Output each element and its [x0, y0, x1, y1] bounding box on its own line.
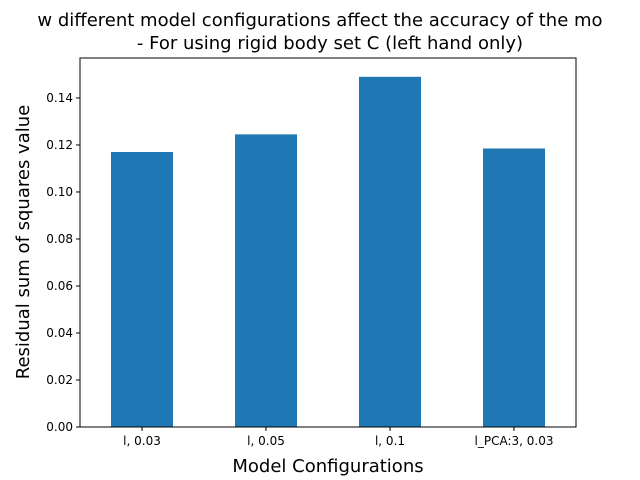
x-tick-label: l, 0.03: [123, 434, 161, 448]
bars-group: [111, 76, 545, 428]
x-tick-label: l, 0.1: [375, 434, 405, 448]
y-tick-label: 0.12: [46, 138, 73, 152]
y-tick-label: 0.14: [46, 91, 73, 105]
chart-title-line-2: - For using rigid body set C (left hand …: [137, 33, 523, 54]
bar-3: [483, 148, 545, 428]
y-tick-label: 0.04: [46, 326, 73, 340]
x-tick-label: l_PCA:3, 0.03: [475, 434, 554, 448]
y-axis-label: Residual sum of squares value: [13, 105, 34, 379]
chart-title-line-1: w different model configurations affect …: [37, 10, 602, 31]
bar-1: [235, 134, 297, 427]
x-tick-label: l, 0.05: [247, 434, 285, 448]
y-tick-label: 0.08: [46, 232, 73, 246]
bar-2: [359, 76, 421, 427]
x-axis-ticks: l, 0.03 l, 0.05 l, 0.1 l_PCA:3, 0.03: [123, 427, 553, 448]
plot-frame: [79, 57, 577, 428]
y-tick-label: 0.10: [46, 185, 73, 199]
y-tick-label: 0.02: [46, 373, 73, 387]
x-axis-label: Model Configurations: [232, 456, 423, 477]
y-axis-ticks: 0.00 0.02 0.04 0.06 0.08 0.10 0.12 0.14: [46, 91, 80, 434]
bar-0: [111, 152, 173, 427]
y-tick-label: 0.00: [46, 420, 73, 434]
y-tick-label: 0.06: [46, 279, 73, 293]
